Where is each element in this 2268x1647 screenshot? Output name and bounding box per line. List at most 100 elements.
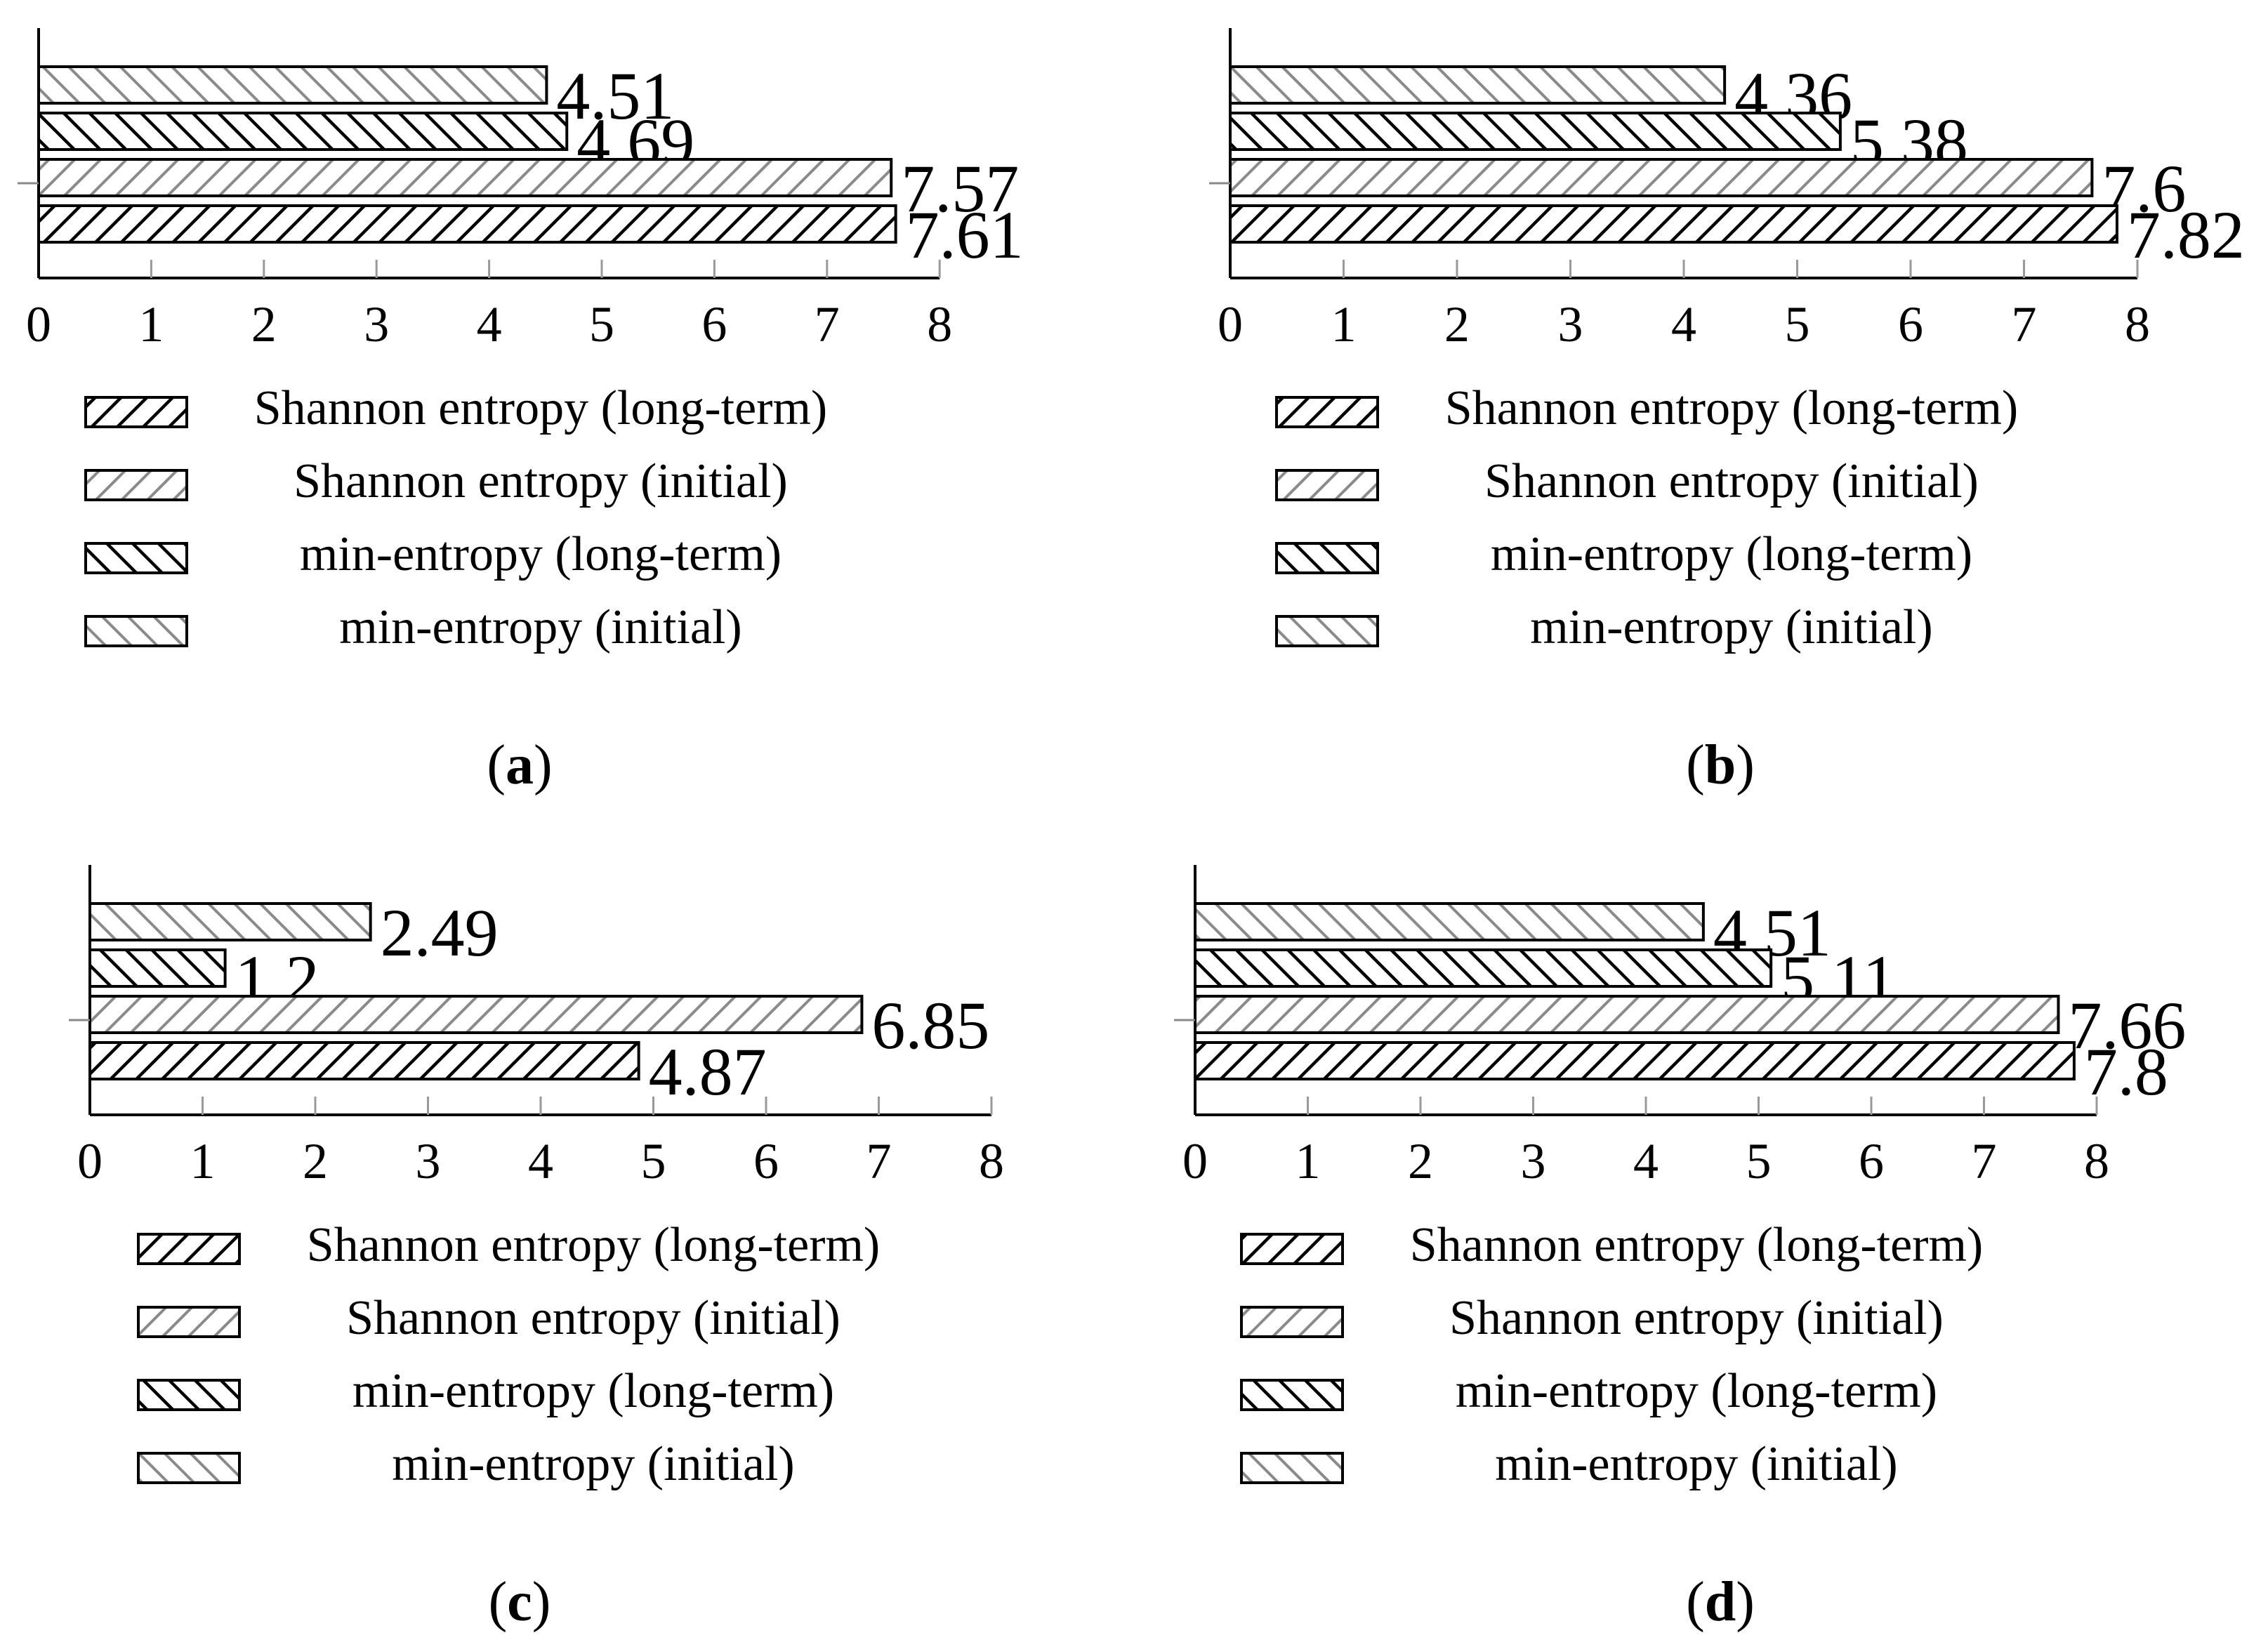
x-tick-label: 6 — [1859, 1133, 1884, 1189]
x-tick-label: 0 — [1182, 1133, 1208, 1189]
x-tick-label: 7 — [1972, 1133, 1997, 1189]
panel-caption: (a) — [487, 734, 552, 796]
legend-swatch-shannon-initial — [1240, 1306, 1344, 1338]
bar-shannon-initial — [1194, 995, 2060, 1034]
bar-min-entropy-initial — [1194, 902, 1705, 941]
panel-caption-letter: d — [1705, 1571, 1736, 1633]
x-tick-label: 0 — [77, 1133, 103, 1189]
legend-swatch-min-entropy-initial — [84, 615, 188, 647]
bar-shannon-initial — [1229, 158, 2094, 197]
legend-swatch-shannon-long-term — [1240, 1233, 1344, 1265]
legend-swatch-shannon-initial — [137, 1306, 241, 1338]
bar-shannon-long-term — [1229, 204, 2118, 244]
legend-swatch-shannon-long-term — [1275, 396, 1379, 428]
legend-label-shannon-initial: Shannon entropy (initial) — [294, 454, 788, 508]
x-tick-label: 2 — [303, 1133, 328, 1189]
x-tick-label: 5 — [1746, 1133, 1772, 1189]
x-tick-label: 4 — [477, 296, 502, 352]
x-tick-label: 1 — [1295, 1133, 1321, 1189]
x-tick-label: 6 — [1898, 296, 1923, 352]
x-tick-label: 2 — [1408, 1133, 1433, 1189]
legend-label-shannon-initial: Shannon entropy (initial) — [1449, 1291, 1944, 1345]
panel-caption-letter: a — [506, 734, 534, 796]
panel-caption: (b) — [1686, 734, 1755, 796]
legend-label-min-entropy-initial: min-entropy (initial) — [1495, 1437, 1897, 1491]
legend-label-min-entropy-initial: min-entropy (initial) — [392, 1437, 794, 1491]
x-tick-label: 3 — [416, 1133, 441, 1189]
x-tick-label: 6 — [701, 296, 727, 352]
legend-swatch-min-entropy-long-term — [137, 1379, 241, 1411]
data-label-shannon-long-term: 4.87 — [649, 1034, 767, 1109]
bar-min-entropy-long-term — [37, 112, 569, 151]
data-label-shannon-long-term: 7.8 — [2084, 1034, 2168, 1109]
legend-label-min-entropy-long-term: min-entropy (long-term) — [1491, 527, 1972, 581]
x-tick-label: 8 — [2125, 296, 2150, 352]
data-label-shannon-initial: 7.66 — [2068, 988, 2186, 1063]
bar-min-entropy-initial — [37, 65, 548, 105]
bar-shannon-long-term — [1194, 1041, 2076, 1080]
legend-swatch-shannon-long-term — [137, 1233, 241, 1265]
panel-caption: (c) — [489, 1571, 551, 1633]
legend-swatch-shannon-initial — [84, 469, 188, 501]
legend-label-shannon-long-term: Shannon entropy (long-term) — [254, 381, 827, 435]
legend-label-shannon-initial: Shannon entropy (initial) — [1484, 454, 1979, 508]
bar-min-entropy-long-term — [88, 948, 227, 988]
x-tick-label: 7 — [2012, 296, 2037, 352]
legend-label-min-entropy-initial: min-entropy (initial) — [1530, 600, 1932, 654]
legend-label-shannon-long-term: Shannon entropy (long-term) — [307, 1218, 880, 1272]
data-label-min-entropy-initial: 2.49 — [381, 895, 499, 970]
x-tick-label: 4 — [528, 1133, 553, 1189]
bar-shannon-initial — [37, 158, 893, 197]
legend-label-min-entropy-long-term: min-entropy (long-term) — [300, 527, 782, 581]
x-tick-label: 5 — [641, 1133, 666, 1189]
legend-label-shannon-long-term: Shannon entropy (long-term) — [1445, 381, 2018, 435]
bar-min-entropy-long-term — [1194, 948, 1773, 988]
bar-min-entropy-initial — [1229, 65, 1727, 105]
bar-shannon-initial — [88, 995, 864, 1034]
legend-swatch-min-entropy-long-term — [1275, 542, 1379, 574]
x-tick-label: 7 — [866, 1133, 892, 1189]
x-tick-label: 4 — [1633, 1133, 1659, 1189]
x-tick-label: 3 — [1558, 296, 1583, 352]
bar-shannon-long-term — [37, 204, 897, 244]
x-tick-label: 2 — [1444, 296, 1470, 352]
legend-swatch-min-entropy-initial — [1240, 1452, 1344, 1484]
x-tick-label: 5 — [589, 296, 614, 352]
legend-label-shannon-initial: Shannon entropy (initial) — [346, 1291, 840, 1345]
legend-swatch-shannon-long-term — [84, 396, 188, 428]
data-label-min-entropy-initial: 4.51 — [556, 58, 674, 133]
x-tick-label: 3 — [364, 296, 389, 352]
legend-swatch-min-entropy-initial — [137, 1452, 241, 1484]
x-tick-label: 5 — [1785, 296, 1810, 352]
x-tick-label: 8 — [927, 296, 952, 352]
panel-caption-letter: c — [507, 1571, 532, 1633]
x-tick-label: 3 — [1521, 1133, 1546, 1189]
legend-swatch-min-entropy-long-term — [1240, 1379, 1344, 1411]
legend-label-shannon-long-term: Shannon entropy (long-term) — [1410, 1218, 1983, 1272]
legend-swatch-min-entropy-initial — [1275, 615, 1379, 647]
x-tick-label: 1 — [190, 1133, 216, 1189]
bar-min-entropy-initial — [88, 902, 372, 941]
data-label-shannon-initial: 7.57 — [901, 151, 1019, 226]
legend-label-min-entropy-long-term: min-entropy (long-term) — [352, 1364, 834, 1418]
x-tick-label: 2 — [251, 296, 277, 352]
x-tick-label: 0 — [26, 296, 51, 352]
data-label-shannon-long-term: 7.61 — [906, 197, 1024, 272]
x-tick-label: 1 — [138, 296, 164, 352]
legend-label-min-entropy-long-term: min-entropy (long-term) — [1456, 1364, 1937, 1418]
legend-label-min-entropy-initial: min-entropy (initial) — [339, 600, 741, 654]
x-tick-label: 6 — [753, 1133, 779, 1189]
x-tick-label: 0 — [1218, 296, 1243, 352]
bar-shannon-long-term — [88, 1041, 640, 1080]
panel-caption-letter: b — [1705, 734, 1736, 796]
x-tick-label: 1 — [1331, 296, 1357, 352]
data-label-shannon-long-term: 7.82 — [2127, 197, 2245, 272]
x-tick-label: 8 — [2084, 1133, 2109, 1189]
bar-min-entropy-long-term — [1229, 112, 1842, 151]
x-tick-label: 8 — [979, 1133, 1004, 1189]
x-tick-label: 7 — [815, 296, 840, 352]
